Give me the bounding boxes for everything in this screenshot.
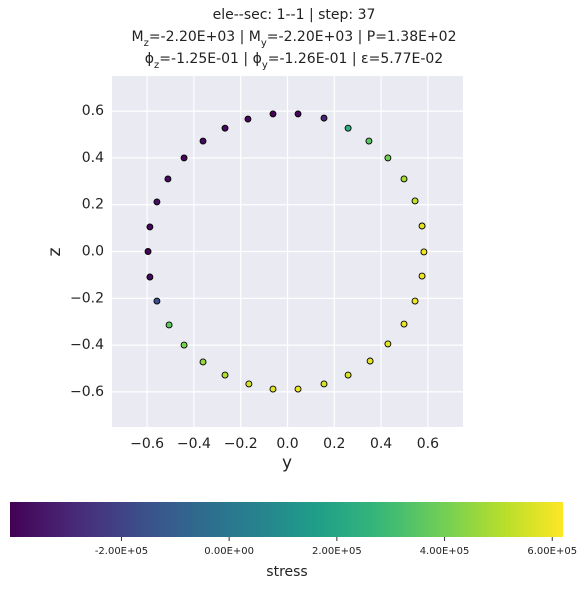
x-tick-label: −0.6 [130, 436, 164, 452]
colorbar-tick-label: -2.00E+05 [95, 546, 148, 557]
x-tick-label: −0.2 [224, 436, 258, 452]
fiber-point [411, 297, 419, 305]
y-tick-label: 0.2 [82, 197, 104, 213]
chart-title: Mz=-2.20E+03 | My=-2.20E+03 | P=1.38E+02 [131, 29, 456, 49]
colorbar-label: stress [266, 564, 307, 580]
chart-title: ele--sec: 1--1 | step: 37 [213, 7, 376, 23]
title-text: ϕ [145, 51, 154, 67]
fiber-point [344, 371, 352, 379]
x-tick-label: 0.6 [417, 436, 439, 452]
fiber-point [365, 137, 373, 145]
fiber-point [221, 371, 229, 379]
fiber-point [153, 297, 161, 305]
fiber-point [269, 110, 277, 118]
colorbar-tick-label: 4.00E+05 [420, 546, 470, 557]
x-tick-label: 0.4 [370, 436, 392, 452]
y-tick-label: 0.0 [82, 244, 104, 260]
fiber-point [320, 380, 328, 388]
title-text: =-2.20E+03 | P=1.38E+02 [267, 29, 457, 45]
y-tick-label: −0.4 [70, 337, 104, 353]
fiber-point [294, 110, 302, 118]
fiber-point [245, 380, 253, 388]
fiber-point [420, 248, 428, 256]
title-subscript: z [144, 38, 149, 49]
chart-title: ϕz=-1.25E-01 | ϕy=-1.26E-01 | ε=5.77E-02 [145, 51, 443, 71]
fiber-point [199, 358, 207, 366]
fiber-point [384, 154, 392, 162]
fiber-point [418, 272, 426, 280]
x-tick-label: 0.2 [323, 436, 345, 452]
colorbar [10, 502, 563, 537]
x-axis-label: y [282, 453, 292, 473]
title-subscript: y [262, 60, 268, 71]
fiber-point [400, 320, 408, 328]
title-subscript: y [261, 38, 267, 49]
title-text: ele--sec: 1--1 | step: 37 [213, 7, 376, 23]
fiber-point [244, 115, 252, 123]
fiber-point [146, 223, 154, 231]
fiber-point [165, 321, 173, 329]
fiber-point [164, 175, 172, 183]
fiber-point [146, 273, 154, 281]
fiber-point [411, 197, 419, 205]
y-tick-label: −0.2 [70, 290, 104, 306]
colorbar-tick-label: 2.00E+05 [312, 546, 362, 557]
title-text: =-1.25E-01 | ϕ [159, 51, 262, 67]
x-tick-label: 0.0 [276, 436, 298, 452]
fiber-point [400, 175, 408, 183]
title-subscript: z [154, 60, 159, 71]
y-tick-label: −0.6 [70, 384, 104, 400]
fiber-point [344, 124, 352, 132]
fiber-point [199, 137, 207, 145]
fiber-point [221, 124, 229, 132]
fiber-point [320, 114, 328, 122]
y-tick-label: 0.6 [82, 103, 104, 119]
fiber-point [418, 222, 426, 230]
x-tick-label: −0.4 [177, 436, 211, 452]
colorbar-tick-label: 6.00E+05 [527, 546, 577, 557]
fiber-point [384, 340, 392, 348]
fiber-point [153, 198, 161, 206]
fiber-point [269, 385, 277, 393]
y-axis-label: z [45, 247, 65, 256]
y-tick-label: 0.4 [82, 150, 104, 166]
colorbar-tick-label: 0.00E+00 [204, 546, 254, 557]
fiber-point [144, 248, 152, 255]
title-text: =-2.20E+03 | M [149, 29, 261, 45]
title-text: =-1.26E-01 | ε=5.77E-02 [268, 51, 443, 67]
fiber-point [294, 385, 302, 393]
title-text: M [131, 29, 143, 45]
fiber-point [180, 341, 188, 349]
fiber-point [180, 154, 188, 162]
fiber-point [366, 357, 374, 365]
